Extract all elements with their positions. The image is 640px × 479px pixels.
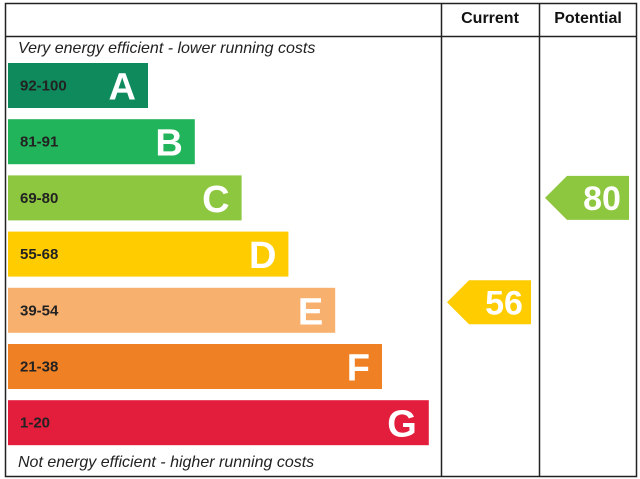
band-range: 21-38: [20, 358, 58, 375]
band-range: 39-54: [20, 302, 59, 319]
band-letter: C: [202, 179, 229, 221]
band-range: 81-91: [20, 134, 58, 151]
band-letter: B: [155, 123, 182, 165]
band-bar: [8, 175, 242, 221]
rating-arrow: [545, 175, 629, 220]
band-range: 69-80: [20, 190, 58, 207]
band-bar: [8, 231, 289, 277]
frame: [4, 2, 638, 478]
band-range: 55-68: [20, 246, 58, 263]
bottom-note: Not energy efficient - higher running co…: [18, 454, 314, 471]
band-range: 1-20: [20, 415, 50, 432]
band-bar: [8, 63, 148, 108]
band-letter: F: [347, 348, 370, 390]
band-range: 92-100: [20, 77, 67, 94]
band-letter: A: [109, 67, 136, 109]
band-bar: [8, 344, 382, 389]
band-bar: [8, 287, 336, 333]
current-header: Current: [461, 10, 519, 27]
band-letter: E: [298, 291, 323, 333]
band-letter: D: [249, 235, 276, 277]
rating-arrow: [447, 280, 531, 325]
rating-value: 56: [485, 284, 523, 322]
band-letter: G: [387, 404, 417, 446]
top-note: Very energy efficient - lower running co…: [18, 40, 315, 57]
band-bar: [8, 119, 195, 165]
rating-value: 80: [583, 180, 621, 218]
band-bar: [8, 400, 429, 446]
potential-header: Potential: [554, 10, 622, 27]
